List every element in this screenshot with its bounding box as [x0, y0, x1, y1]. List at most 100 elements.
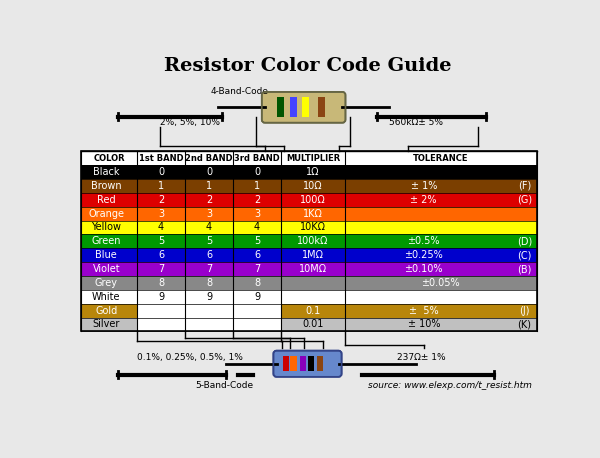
Text: 10Ω: 10Ω [303, 181, 323, 191]
Text: 5: 5 [206, 236, 212, 246]
Text: Black: Black [93, 167, 119, 177]
Text: 237Ω± 1%: 237Ω± 1% [397, 353, 445, 362]
Bar [185, 220, 233, 234]
Bar [81, 165, 137, 179]
Text: 1KΩ: 1KΩ [303, 208, 323, 218]
Bar [81, 234, 137, 248]
Text: 0: 0 [158, 167, 164, 177]
Bar [81, 262, 137, 276]
Text: ± 2%: ± 2% [410, 195, 437, 205]
Bar [137, 317, 185, 332]
Bar [185, 304, 233, 317]
Text: Silver: Silver [92, 320, 120, 329]
Text: 3: 3 [206, 208, 212, 218]
Bar [344, 220, 537, 234]
Bar [281, 317, 344, 332]
Bar [317, 356, 323, 371]
Text: 9: 9 [254, 292, 260, 302]
Bar [281, 276, 344, 290]
Bar [185, 179, 233, 193]
Bar [281, 262, 344, 276]
Bar [185, 317, 233, 332]
Bar [233, 248, 281, 262]
Bar [344, 165, 537, 179]
Text: Yellow: Yellow [91, 223, 121, 233]
Text: 6: 6 [254, 250, 260, 260]
Bar [185, 290, 233, 304]
Text: Green: Green [92, 236, 121, 246]
Bar [344, 317, 537, 332]
Bar [281, 220, 344, 234]
Bar [81, 317, 137, 332]
Bar [233, 207, 281, 220]
Bar [281, 290, 344, 304]
Bar [81, 179, 137, 193]
Text: (D): (D) [517, 236, 532, 246]
Text: 9: 9 [206, 292, 212, 302]
Text: 0.01: 0.01 [302, 320, 323, 329]
Text: 3: 3 [254, 208, 260, 218]
Text: 2: 2 [206, 195, 212, 205]
Bar [81, 276, 137, 290]
Text: White: White [92, 292, 121, 302]
Text: 8: 8 [206, 278, 212, 288]
Text: 2%, 5%, 10%: 2%, 5%, 10% [160, 118, 220, 127]
Text: 10KΩ: 10KΩ [300, 223, 326, 233]
Bar [281, 304, 344, 317]
Bar [281, 234, 344, 248]
Text: TOLERANCE: TOLERANCE [413, 153, 469, 163]
Text: 4: 4 [206, 223, 212, 233]
Text: 10MΩ: 10MΩ [299, 264, 327, 274]
Bar [233, 304, 281, 317]
Bar [185, 193, 233, 207]
Text: Violet: Violet [92, 264, 120, 274]
Bar [185, 276, 233, 290]
Bar [81, 220, 137, 234]
Bar [302, 97, 309, 117]
Bar [137, 207, 185, 220]
Text: (B): (B) [517, 264, 532, 274]
Text: 8: 8 [158, 278, 164, 288]
Text: (C): (C) [517, 250, 532, 260]
Text: ±0.05%: ±0.05% [421, 278, 460, 288]
FancyBboxPatch shape [262, 92, 346, 123]
Bar [281, 207, 344, 220]
Bar [137, 234, 185, 248]
Text: Brown: Brown [91, 181, 122, 191]
Bar [137, 248, 185, 262]
Bar [277, 97, 284, 117]
Text: 4-Band-Code: 4-Band-Code [211, 87, 269, 96]
Bar [233, 165, 281, 179]
Text: 4: 4 [158, 223, 164, 233]
Text: 5: 5 [158, 236, 164, 246]
Text: ±0.25%: ±0.25% [404, 250, 443, 260]
Bar [233, 262, 281, 276]
Bar [344, 262, 537, 276]
Bar [281, 165, 344, 179]
Text: Red: Red [97, 195, 116, 205]
Bar [137, 304, 185, 317]
Bar [137, 262, 185, 276]
Text: Resistor Color Code Guide: Resistor Color Code Guide [164, 57, 451, 75]
Bar [137, 220, 185, 234]
Bar [137, 290, 185, 304]
Text: 9: 9 [158, 292, 164, 302]
Bar [185, 207, 233, 220]
Text: 100Ω: 100Ω [300, 195, 326, 205]
Text: ± 10%: ± 10% [407, 320, 440, 329]
Text: 0.1: 0.1 [305, 305, 320, 316]
Bar [317, 97, 325, 117]
Text: 2nd BAND: 2nd BAND [185, 153, 233, 163]
Bar [344, 179, 537, 193]
Bar [281, 248, 344, 262]
Bar [81, 193, 137, 207]
Bar [233, 304, 281, 317]
Bar [185, 248, 233, 262]
Text: 1MΩ: 1MΩ [302, 250, 324, 260]
Text: 1: 1 [206, 181, 212, 191]
Bar [233, 276, 281, 290]
Bar [233, 193, 281, 207]
Text: COLOR: COLOR [93, 153, 125, 163]
Bar [300, 356, 306, 371]
Text: 3: 3 [158, 208, 164, 218]
